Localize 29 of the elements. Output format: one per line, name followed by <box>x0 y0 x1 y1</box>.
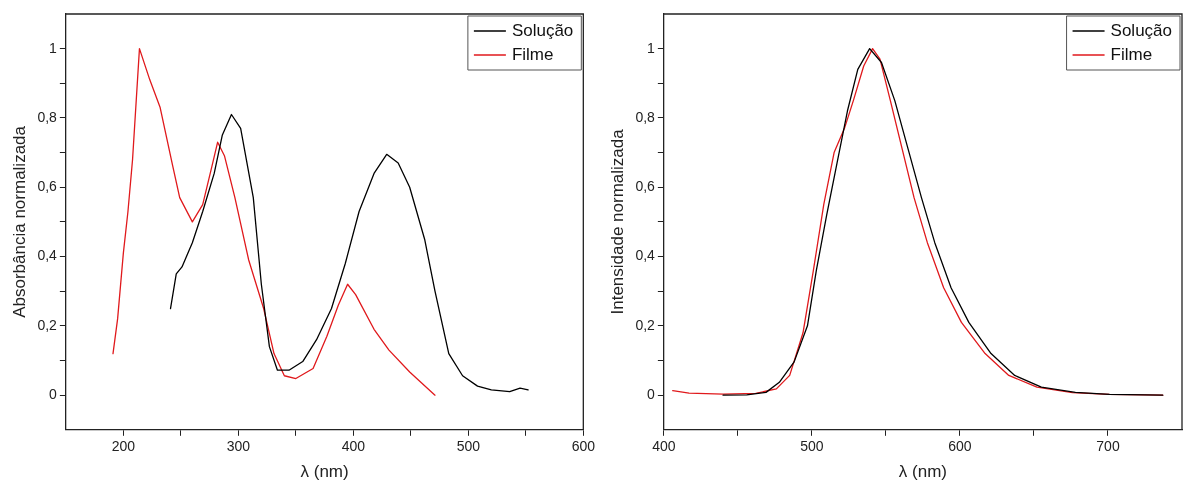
x-axis-title: λ (nm) <box>898 462 948 482</box>
y-tick-label: 0,6 <box>37 178 58 195</box>
x-tick-label: 500 <box>800 438 824 455</box>
y-axis-title: Intensidade normalizada <box>607 128 627 315</box>
legend-label: Filme <box>511 44 554 64</box>
y-tick-label: 1 <box>49 39 58 56</box>
legend-label: Solução <box>1110 20 1172 40</box>
y-tick-label: 0 <box>49 386 58 403</box>
x-tick-label: 600 <box>571 438 596 455</box>
y-tick-label: 0,8 <box>635 108 656 125</box>
x-tick-label: 400 <box>341 438 366 455</box>
x-tick-label: 500 <box>456 438 481 455</box>
x-tick-label: 300 <box>226 438 251 455</box>
y-tick-label: 0,8 <box>37 108 58 125</box>
y-tick-label: 0,4 <box>635 247 656 264</box>
x-tick-label: 600 <box>948 438 972 455</box>
x-axis-title: λ (nm) <box>300 462 349 482</box>
y-tick-label: 0,2 <box>635 316 656 333</box>
y-tick-label: 0,4 <box>37 247 58 264</box>
y-tick-label: 0,6 <box>635 178 656 195</box>
legend-label: Filme <box>1110 44 1153 64</box>
y-tick-label: 1 <box>647 39 656 56</box>
x-tick-label: 700 <box>1096 438 1120 455</box>
legend-label: Solução <box>511 20 574 40</box>
x-tick-label: 400 <box>652 438 676 455</box>
y-tick-label: 0,2 <box>37 316 58 333</box>
x-tick-label: 200 <box>111 438 136 455</box>
y-axis-title: Absorbância normalizada <box>9 125 29 318</box>
y-tick-label: 0 <box>647 386 656 403</box>
